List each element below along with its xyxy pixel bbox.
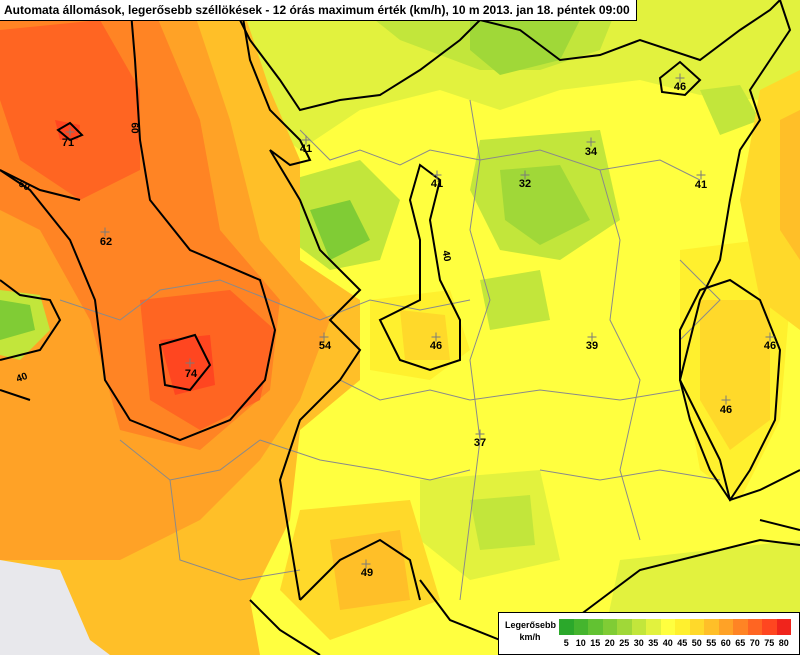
station-marker — [586, 137, 596, 147]
legend-tick: 30 — [633, 638, 644, 648]
station-value: 54 — [318, 340, 332, 352]
station-value: 46 — [673, 81, 687, 93]
station-value: 62 — [99, 236, 113, 248]
legend-swatch — [733, 619, 748, 635]
legend-swatch — [646, 619, 661, 635]
station-value: 34 — [584, 146, 598, 158]
legend-swatch — [718, 619, 733, 635]
station-value: 46 — [429, 340, 443, 352]
station-value: 46 — [719, 404, 733, 416]
station-marker — [65, 127, 75, 137]
legend-swatch — [762, 619, 777, 635]
legend-tick: 35 — [648, 638, 659, 648]
isoline-60 — [0, 0, 277, 442]
station-value: 41 — [694, 179, 708, 191]
legend-tick: 45 — [677, 638, 688, 648]
legend-swatch — [776, 619, 791, 635]
station-marker — [431, 332, 441, 342]
isoline-label: 60 — [128, 122, 140, 134]
station-value: 49 — [360, 567, 374, 579]
station-marker — [432, 170, 442, 180]
station-value: 71 — [61, 137, 75, 149]
field-75-nw — [55, 120, 80, 140]
station-marker — [721, 395, 731, 405]
legend-tick: 5 — [563, 638, 569, 648]
field-30-mid — [480, 270, 550, 330]
isoline-40-west — [239, 0, 362, 601]
color-legend: Legerősebb km/h 5 10 15 20 25 30 35 40 45 50 55 60 6… — [498, 612, 800, 655]
station-marker — [475, 429, 485, 439]
isoline-45-south — [299, 538, 421, 601]
isoline-label: 40 — [439, 249, 453, 263]
field-35-north — [230, 0, 800, 150]
station-value: 74 — [184, 368, 198, 380]
isoline-70-nw — [56, 121, 84, 142]
station-marker — [301, 135, 311, 145]
outside-area — [0, 560, 110, 655]
field-30-south — [470, 495, 535, 550]
legend-tick: 25 — [619, 638, 630, 648]
legend-tick: 55 — [706, 638, 717, 648]
map-title: Automata állomások, legerősebb széllökés… — [0, 0, 637, 21]
station-marker — [520, 170, 530, 180]
legend-tick: 20 — [604, 638, 615, 648]
field-75-center — [160, 335, 215, 395]
legend-title-line1: Legerősebb — [505, 620, 557, 630]
legend-swatch — [588, 619, 603, 635]
station-marker — [100, 227, 110, 237]
isoline-45-ne — [658, 60, 702, 97]
legend-swatch — [747, 619, 762, 635]
station-marker — [361, 559, 371, 569]
isoline-45-east — [679, 278, 782, 502]
field-20-far-west — [0, 300, 35, 340]
legend-tick: 70 — [749, 638, 760, 648]
legend-tick: 10 — [575, 638, 586, 648]
station-value: 41 — [299, 143, 313, 155]
station-value: 46 — [763, 340, 777, 352]
station-marker — [675, 73, 685, 83]
legend-swatches — [559, 619, 791, 635]
station-value: 41 — [430, 178, 444, 190]
field-25-center — [500, 165, 590, 245]
legend-tick: 60 — [720, 638, 731, 648]
field-50-center — [400, 310, 450, 360]
county-borders — [59, 99, 721, 601]
legend-title: Legerősebb km/h — [505, 619, 557, 643]
legend-tick: 50 — [691, 638, 702, 648]
legend-tick: 15 — [590, 638, 601, 648]
legend-swatch — [631, 619, 646, 635]
field-55-far-east — [780, 110, 800, 260]
station-value: 37 — [473, 437, 487, 449]
station-marker — [696, 170, 706, 180]
isoline-40-center — [378, 163, 461, 372]
legend-tick: 40 — [662, 638, 673, 648]
legend-swatch — [675, 619, 690, 635]
field-55-south — [330, 530, 410, 610]
legend-tick: 80 — [778, 638, 789, 648]
station-value: 32 — [518, 178, 532, 190]
isoline-70-center — [158, 333, 212, 392]
legend-swatch — [559, 619, 574, 635]
field-70-nw — [0, 20, 140, 200]
legend-swatch — [602, 619, 617, 635]
legend-title-line2: km/h — [519, 632, 541, 642]
field-20-west — [310, 200, 370, 260]
legend-swatch — [689, 619, 704, 635]
field-50-east — [700, 300, 770, 450]
legend-swatch — [573, 619, 588, 635]
station-marker — [319, 332, 329, 342]
station-marker — [765, 332, 775, 342]
field-30-ne — [700, 85, 760, 135]
legend-ticks: 5 10 15 20 25 30 35 40 45 50 55 60 65 70 75 80 — [559, 638, 799, 650]
legend-tick: 75 — [764, 638, 775, 648]
legend-tick: 65 — [735, 638, 746, 648]
station-marker — [185, 358, 195, 368]
station-value: 39 — [585, 340, 599, 352]
legend-swatch — [660, 619, 675, 635]
legend-swatch — [617, 619, 632, 635]
legend-swatch — [704, 619, 719, 635]
station-marker — [587, 332, 597, 342]
